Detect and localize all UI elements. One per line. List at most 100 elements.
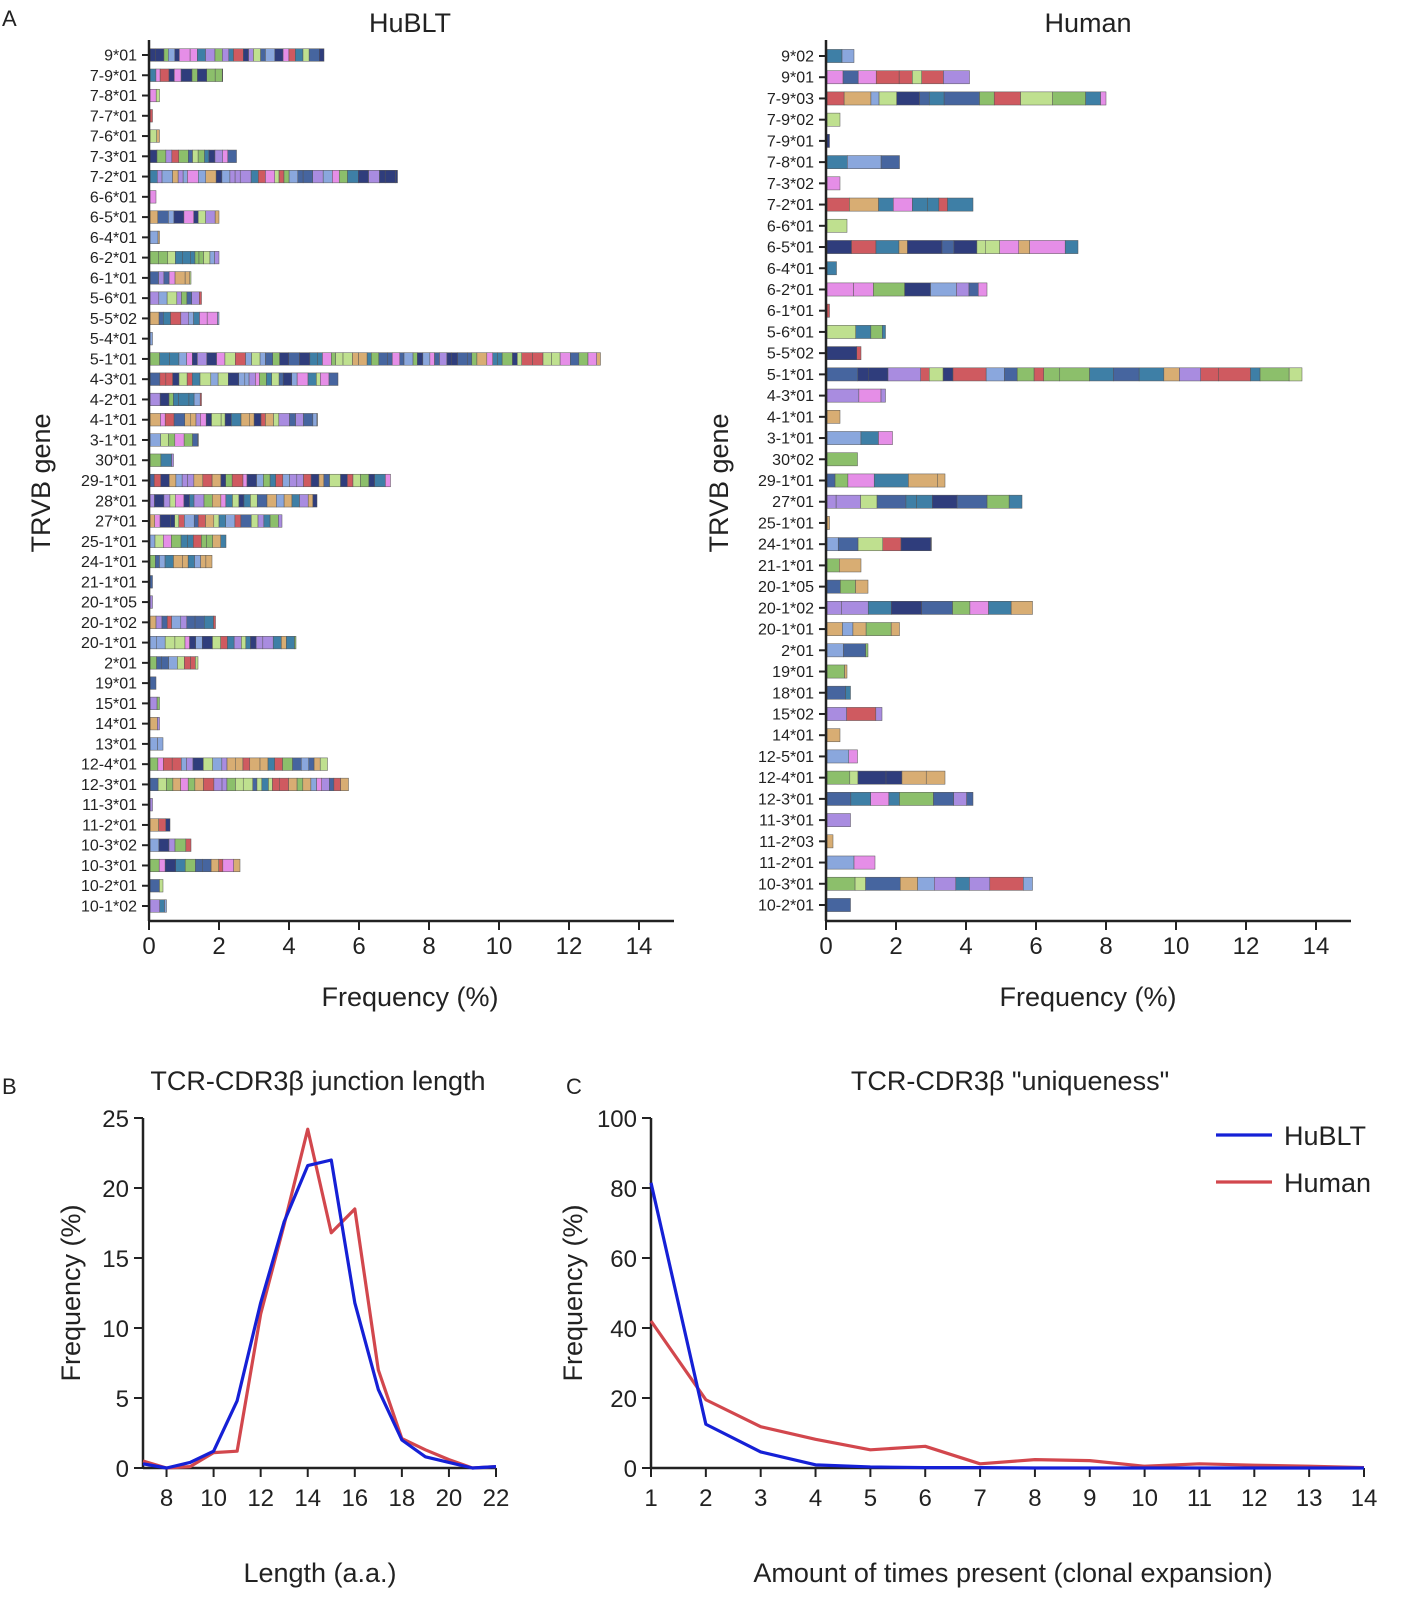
bar-segment (194, 251, 200, 265)
bar-segment (197, 48, 206, 62)
bar-5-5-02 (149, 311, 220, 325)
bar-segment (211, 413, 222, 427)
bar-segment (274, 48, 284, 62)
bar-segment (235, 352, 246, 366)
category-label: 11-2*01 (82, 817, 137, 834)
bar-segment (197, 149, 205, 163)
bar-segment (542, 352, 552, 366)
bar-segment (193, 473, 204, 488)
bar-segment (248, 48, 254, 62)
bar-2-01 (149, 656, 199, 670)
bar-segment (210, 858, 219, 873)
bar-segment (172, 777, 181, 791)
bar-4-1-01 (149, 413, 318, 427)
bar-segment (209, 251, 215, 265)
category-label: 29-1*01 (758, 473, 814, 490)
x-tick-label: 22 (483, 1485, 510, 1512)
bar-segment (841, 601, 869, 615)
bar-segment (875, 240, 900, 254)
bar-segment (180, 68, 193, 82)
bar-segment (943, 91, 980, 106)
bar-segment (159, 352, 170, 366)
bar-segment (195, 636, 203, 650)
bar-10-3-01 (826, 876, 1033, 891)
bar-segment (925, 770, 946, 785)
bar-segment (189, 48, 198, 62)
bar-segment (187, 473, 195, 488)
bar-segment (203, 494, 213, 508)
bar-segment (163, 271, 170, 285)
bar-segment (178, 514, 185, 528)
bar-segment (956, 494, 988, 509)
bar-segment (261, 777, 269, 791)
bar-segment (182, 555, 189, 569)
bar-segment (329, 777, 335, 791)
bar-segment (163, 48, 169, 62)
bar-segment (149, 291, 160, 305)
bar-segment (887, 367, 921, 382)
x-tick-label: 4 (282, 933, 295, 960)
x-tick-label: 2 (889, 933, 902, 960)
bar-segment (149, 696, 158, 710)
category-label: 4-3*01 (767, 388, 814, 405)
bar-segment (248, 372, 256, 386)
x-tick-label: 2 (212, 933, 225, 960)
bar-segment (275, 473, 284, 488)
bar-segment (368, 473, 375, 488)
category-label: 4-1*01 (90, 412, 137, 429)
bar-segment (174, 838, 187, 852)
bar-segment (570, 352, 580, 366)
bar-segment (878, 197, 894, 212)
bar-segment (225, 514, 236, 528)
bar-segment (307, 494, 314, 508)
bar-segment (307, 372, 317, 386)
category-label: 11-3*01 (759, 813, 814, 830)
bar-segment (231, 413, 242, 427)
bar-segment (206, 68, 216, 82)
bar-segment (227, 149, 237, 163)
bar-segment (155, 48, 165, 62)
category-label: 7-9*02 (767, 112, 814, 129)
bar-segment (371, 352, 380, 366)
bar-segment (175, 251, 183, 265)
bar-segment (283, 494, 293, 508)
bar-segment (226, 757, 236, 771)
bar-segment (1113, 367, 1140, 382)
x-tick-label: 10 (200, 1485, 227, 1512)
y-tick-label: 60 (610, 1246, 637, 1273)
bar-segment (250, 170, 259, 184)
bar-segment (157, 777, 167, 791)
category-label: 20-1*05 (81, 595, 137, 612)
bar-segment (826, 622, 843, 636)
bar-7-9-01 (826, 134, 830, 148)
chart-title: HuBLT (369, 8, 451, 38)
bar-segment (1052, 91, 1086, 106)
bar-segment (149, 271, 159, 285)
bar-segment (278, 514, 283, 528)
bar-segment (826, 112, 841, 127)
bar-segment (235, 757, 244, 771)
bar-segment (848, 749, 858, 764)
bar-segment (912, 70, 922, 85)
bar-segment (322, 352, 332, 366)
bar-segment (312, 170, 324, 184)
category-label: 15*01 (95, 696, 137, 713)
bar-11-2-01 (149, 818, 171, 832)
bar-segment (179, 48, 191, 62)
bar-segment (302, 170, 313, 184)
bar-11-2-03 (826, 834, 834, 849)
bar-segment (171, 149, 180, 163)
bar-segment (986, 494, 1010, 509)
bar-segment (225, 494, 233, 508)
bar-segment (149, 777, 159, 791)
bar-segment (826, 155, 848, 169)
bar-segment (826, 325, 856, 339)
bar-segment (156, 656, 162, 670)
bar-segment (185, 838, 192, 852)
bar-segment (826, 898, 851, 912)
bar-segment (296, 777, 304, 791)
bar-segment (149, 190, 157, 204)
bar-segment (182, 170, 188, 184)
series-line-hublt (649, 1182, 1364, 1470)
